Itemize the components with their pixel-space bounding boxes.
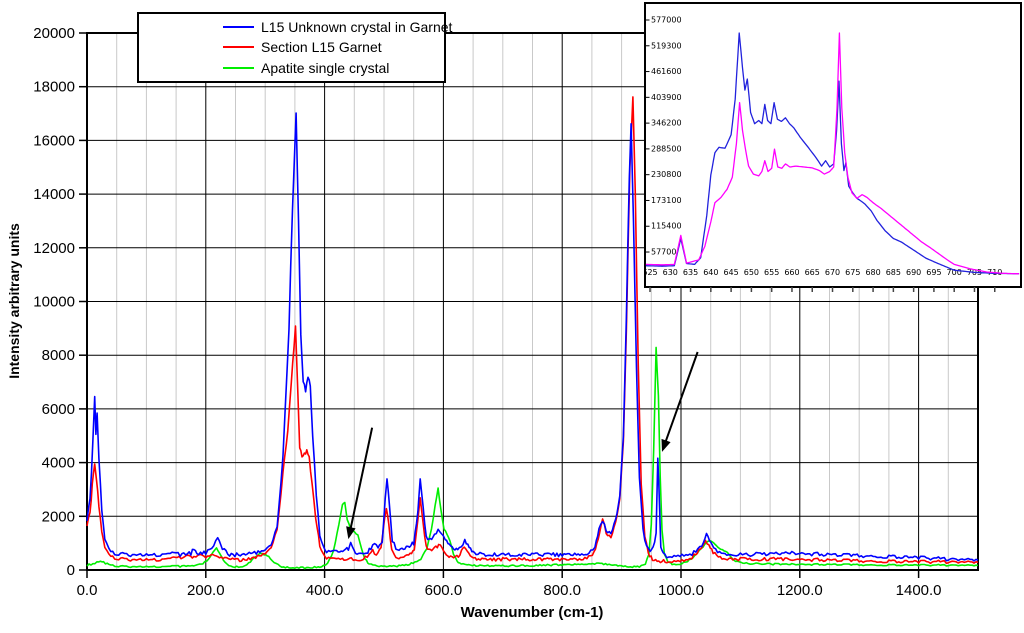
inset-frame [644,2,1022,288]
legend-line-swatch-red [223,46,254,49]
svg-text:670: 670 [825,268,840,277]
inset-magenta-line [645,32,1020,275]
svg-text:461600: 461600 [651,67,682,76]
legend-entry: Apatite single crystal [223,58,440,78]
legend-entry: L15 Unknown crystal in Garnet [223,17,452,37]
inset-y-tick-labels: 57700 115400 173100 230800 288500 346200 40390… [645,15,682,257]
svg-text:800.0: 800.0 [543,582,581,599]
annotation-arrow [346,427,374,540]
legend-label: L15 Unknown crystal in Garnet [261,19,453,36]
legend: L15 Unknown crystal in Garnet Section L1… [137,12,452,83]
svg-text:577000: 577000 [651,15,682,24]
svg-text:2000: 2000 [42,508,75,525]
svg-text:635: 635 [683,268,698,277]
svg-text:115400: 115400 [651,222,682,231]
svg-text:0: 0 [67,562,75,579]
svg-text:10000: 10000 [33,294,75,311]
svg-text:230800: 230800 [651,170,682,179]
y-tick-labels: 0 2000 4000 6000 8000 10000 12000 14000 16000 180… [33,25,87,579]
svg-text:700: 700 [947,268,962,277]
svg-text:288500: 288500 [651,144,682,153]
legend-line-swatch-blue [223,26,254,29]
svg-text:680: 680 [865,268,880,277]
svg-text:200.0: 200.0 [187,582,225,599]
svg-text:695: 695 [926,268,941,277]
svg-text:625: 625 [644,268,658,277]
svg-text:18000: 18000 [33,79,75,96]
svg-text:660: 660 [784,268,799,277]
series-line-2 [86,346,979,570]
svg-text:403900: 403900 [651,93,682,102]
svg-text:16000: 16000 [33,132,75,149]
svg-text:685: 685 [886,268,901,277]
svg-text:630: 630 [663,268,678,277]
y-axis-title: Intensity arbitrary units [6,223,22,379]
svg-text:600.0: 600.0 [425,582,463,599]
svg-text:665: 665 [805,268,820,277]
inset-chart: 57700 115400 173100 230800 288500 346200 40390… [644,2,1024,294]
svg-text:1200.0: 1200.0 [777,582,823,599]
svg-text:400.0: 400.0 [306,582,344,599]
annotation-arrow [661,351,699,452]
svg-text:6000: 6000 [42,401,75,418]
legend-line-swatch-green [223,66,254,69]
series-line-0 [86,112,979,562]
svg-text:655: 655 [764,268,779,277]
svg-text:8000: 8000 [42,347,75,364]
svg-text:4000: 4000 [42,455,75,472]
inset-chart-svg: 57700 115400 173100 230800 288500 346200 40390… [644,2,1022,292]
svg-text:519300: 519300 [651,41,682,50]
svg-text:640: 640 [703,268,718,277]
svg-text:690: 690 [906,268,921,277]
x-tick-labels: 0.0 200.0 400.0 600.0 800.0 1000.0 1200.0 1400.… [77,570,942,599]
legend-entry: Section L15 Garnet [223,37,440,57]
svg-text:14000: 14000 [33,186,75,203]
svg-text:645: 645 [723,268,738,277]
svg-text:650: 650 [744,268,759,277]
svg-text:1000.0: 1000.0 [658,582,704,599]
legend-label: Apatite single crystal [261,59,390,76]
svg-text:173100: 173100 [651,196,682,205]
legend-label: Section L15 Garnet [261,39,382,56]
svg-text:346200: 346200 [651,119,682,128]
svg-text:57700: 57700 [651,248,676,257]
svg-text:20000: 20000 [33,25,75,42]
series-line-1 [86,96,979,565]
svg-text:0.0: 0.0 [77,582,98,599]
inset-blue-line [645,32,1020,275]
x-axis-title: Wavenumber (cm-1) [460,604,604,621]
svg-text:12000: 12000 [33,240,75,257]
svg-text:1400.0: 1400.0 [896,582,942,599]
svg-text:675: 675 [845,268,860,277]
